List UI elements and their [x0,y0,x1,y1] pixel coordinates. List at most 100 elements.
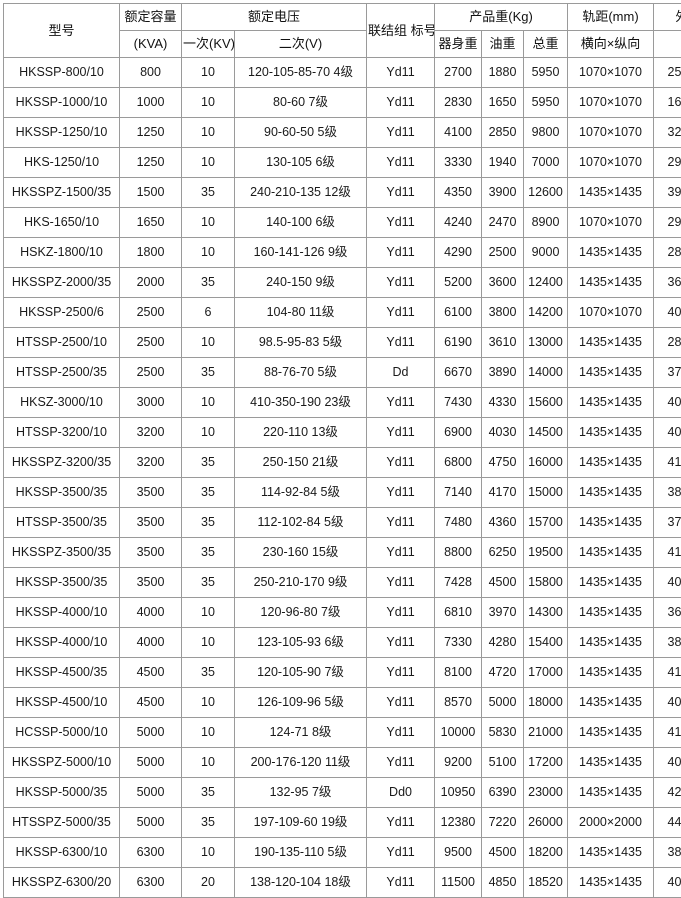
cell-total-weight: 15600 [524,388,568,418]
cell-connection-group: Yd11 [367,448,435,478]
cell-outer-size: 2500×1500×2500 [654,58,681,88]
cell-secondary-voltage: 138-120-104 18级 [235,868,367,898]
cell-primary-voltage: 10 [182,118,235,148]
cell-primary-voltage: 10 [182,88,235,118]
cell-capacity: 800 [120,58,182,88]
cell-model: HSKZ-1800/10 [4,238,120,268]
cell-capacity: 6300 [120,838,182,868]
header-total-weight: 总重 [524,31,568,58]
cell-total-weight: 9000 [524,238,568,268]
cell-outer-size: 4050×2250×3350 [654,688,681,718]
cell-connection-group: Yd11 [367,238,435,268]
cell-capacity: 1250 [120,148,182,178]
cell-secondary-voltage: 120-105-90 7级 [235,658,367,688]
cell-capacity: 2500 [120,358,182,388]
cell-outer-size: 3850×2250×3000 [654,628,681,658]
cell-primary-voltage: 10 [182,388,235,418]
cell-outer-size: 4100×2300×4000 [654,448,681,478]
cell-track-gauge: 1435×1435 [568,688,654,718]
cell-total-weight: 5950 [524,58,568,88]
cell-outer-size: 4000×2100×4100 [654,868,681,898]
cell-capacity: 5000 [120,718,182,748]
cell-secondary-voltage: 240-150 9级 [235,268,367,298]
cell-oil-weight: 4850 [482,868,524,898]
cell-capacity: 1650 [120,208,182,238]
cell-model: HKSSP-4500/35 [4,658,120,688]
cell-total-weight: 18200 [524,838,568,868]
cell-secondary-voltage: 90-60-50 5级 [235,118,367,148]
cell-model: HKS-1250/10 [4,148,120,178]
header-outer-size: 外限尺寸(mm) [654,4,681,31]
cell-model: HTSSP-3500/35 [4,508,120,538]
cell-total-weight: 5950 [524,88,568,118]
cell-primary-voltage: 10 [182,628,235,658]
header-body-weight: 器身重 [435,31,482,58]
cell-secondary-voltage: 250-150 21级 [235,448,367,478]
cell-secondary-voltage: 220-110 13级 [235,418,367,448]
cell-body-weight: 2700 [435,58,482,88]
cell-total-weight: 17000 [524,658,568,688]
cell-connection-group: Yd11 [367,628,435,658]
cell-body-weight: 7430 [435,388,482,418]
header-connection-group: 联结组 标号 [367,4,435,58]
cell-body-weight: 11500 [435,868,482,898]
cell-track-gauge: 1435×1435 [568,388,654,418]
cell-body-weight: 7330 [435,628,482,658]
cell-connection-group: Yd11 [367,688,435,718]
cell-model: HKSSP-3500/35 [4,568,120,598]
cell-total-weight: 15400 [524,628,568,658]
cell-capacity: 5000 [120,808,182,838]
cell-model: HKSSPZ-3200/35 [4,448,120,478]
header-oil-weight: 油重 [482,31,524,58]
cell-total-weight: 15700 [524,508,568,538]
cell-body-weight: 6670 [435,358,482,388]
cell-secondary-voltage: 130-105 6级 [235,148,367,178]
cell-body-weight: 8570 [435,688,482,718]
cell-model: HTSSP-2500/10 [4,328,120,358]
cell-capacity: 5000 [120,748,182,778]
cell-capacity: 4000 [120,598,182,628]
cell-track-gauge: 1435×1435 [568,328,654,358]
cell-model: HKSSP-800/10 [4,58,120,88]
cell-primary-voltage: 10 [182,748,235,778]
cell-body-weight: 3330 [435,148,482,178]
cell-outer-size: 4000×2300×4200 [654,748,681,778]
cell-connection-group: Yd11 [367,718,435,748]
cell-model: HKSSPZ-5000/10 [4,748,120,778]
cell-track-gauge: 1435×1435 [568,268,654,298]
cell-primary-voltage: 10 [182,208,235,238]
cell-capacity: 3500 [120,568,182,598]
cell-total-weight: 17200 [524,748,568,778]
cell-oil-weight: 3600 [482,268,524,298]
cell-capacity: 6300 [120,868,182,898]
cell-secondary-voltage: 190-135-110 5级 [235,838,367,868]
cell-model: HKSSP-5000/35 [4,778,120,808]
header-track-gauge: 轨距(mm) [568,4,654,31]
cell-oil-weight: 2500 [482,238,524,268]
cell-total-weight: 9800 [524,118,568,148]
cell-total-weight: 21000 [524,718,568,748]
cell-primary-voltage: 35 [182,478,235,508]
cell-oil-weight: 4500 [482,838,524,868]
header-track-sub: 横向×纵向 [568,31,654,58]
cell-body-weight: 6810 [435,598,482,628]
cell-model: HTSSPZ-5000/35 [4,808,120,838]
cell-secondary-voltage: 80-60 7级 [235,88,367,118]
cell-track-gauge: 1070×1070 [568,208,654,238]
header-outer-sub: 长×宽×高 [654,31,681,58]
cell-primary-voltage: 10 [182,688,235,718]
cell-connection-group: Yd11 [367,418,435,448]
cell-connection-group: Yd11 [367,598,435,628]
cell-capacity: 3200 [120,418,182,448]
cell-primary-voltage: 10 [182,328,235,358]
cell-body-weight: 7428 [435,568,482,598]
cell-oil-weight: 4030 [482,418,524,448]
